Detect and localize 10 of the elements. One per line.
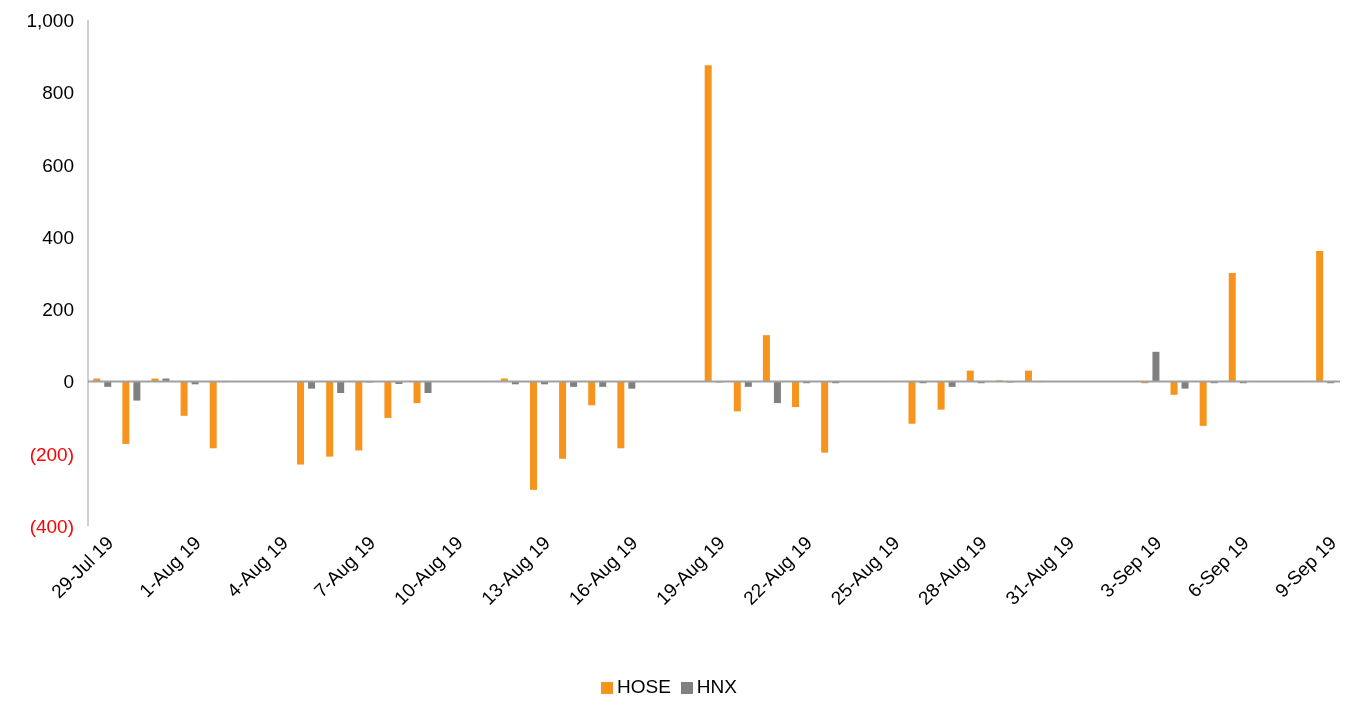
legend-label: HOSE	[617, 676, 671, 697]
y-tick-label: (200)	[29, 443, 74, 465]
y-tick-label: 400	[42, 226, 74, 248]
y-tick-label: 200	[42, 299, 74, 321]
y-tick-label: 600	[42, 154, 74, 176]
y-tick-label: 800	[42, 82, 74, 104]
y-tick-label: 1,000	[26, 10, 74, 31]
y-tick-label: (400)	[29, 516, 74, 537]
y-tick-label: 0	[63, 371, 74, 393]
legend-label: HNX	[696, 676, 737, 697]
